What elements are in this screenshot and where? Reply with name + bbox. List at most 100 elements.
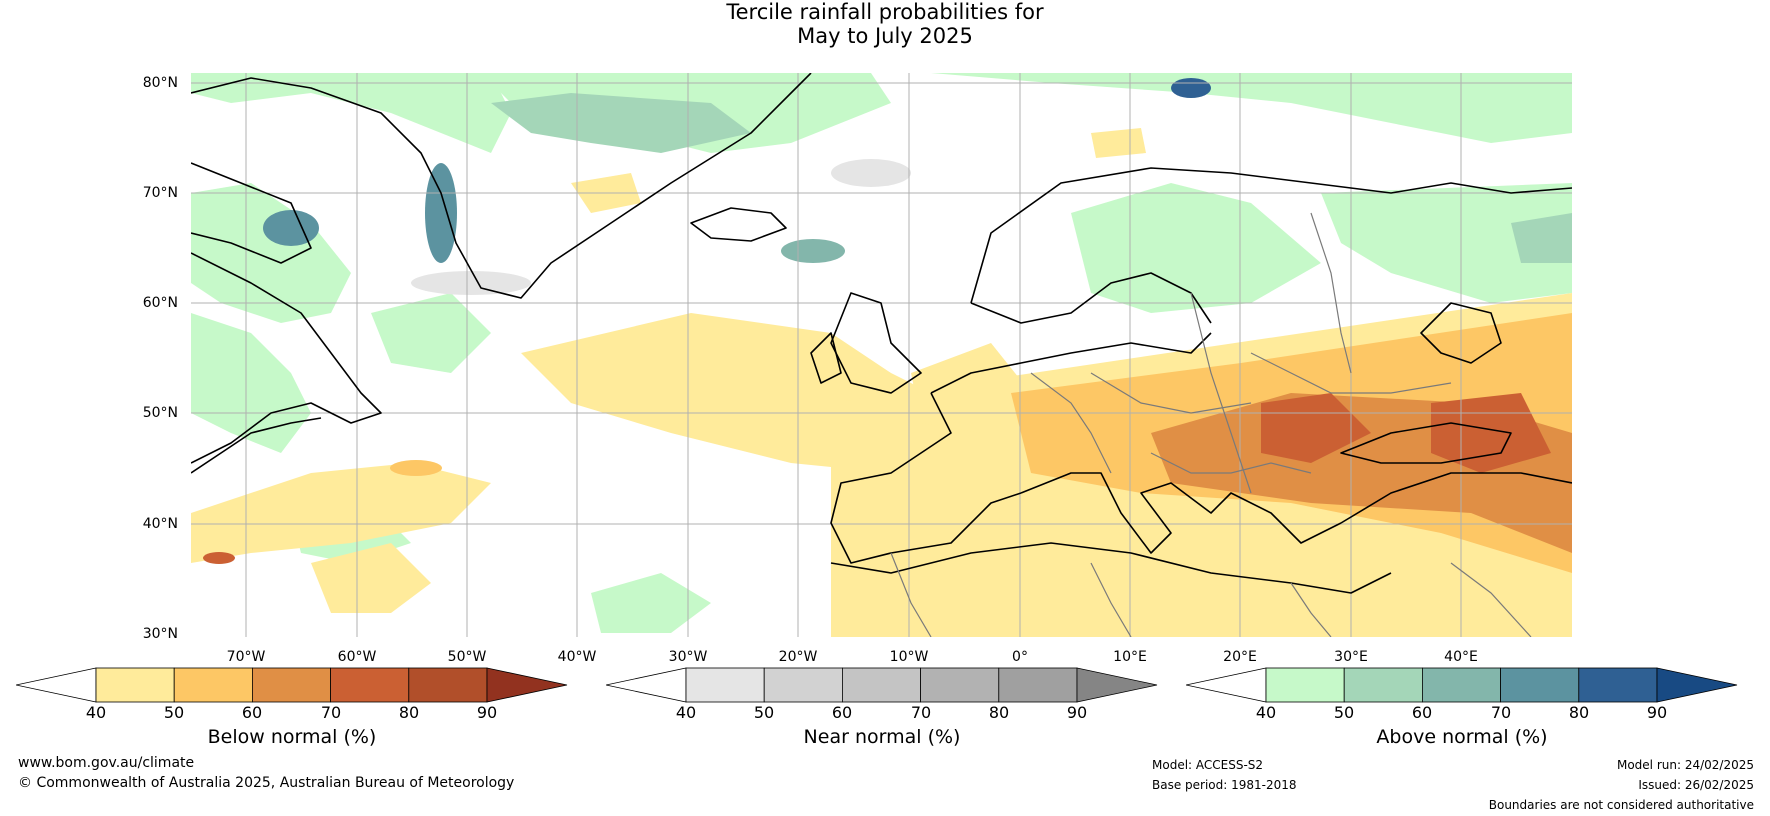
colorbar-near-title: Near normal (%): [803, 726, 961, 748]
tick-label: 70: [910, 703, 932, 722]
ireland-coast: [810, 332, 842, 384]
colorbar-below-title: Below normal (%): [207, 726, 377, 748]
lon-label-10e: 10°E: [1113, 649, 1147, 665]
model-text: Model: ACCESS-S2: [1152, 758, 1264, 772]
copyright-text: © Commonwealth of Australia 2025, Austra…: [18, 775, 515, 791]
above-area-80: [1171, 78, 1211, 98]
colorbar-segment: [1265, 667, 1345, 703]
below-area: [191, 463, 491, 563]
colorbar-under-arrow: [606, 667, 687, 703]
above-area: [1321, 183, 1572, 303]
lat-label-30: 30°N: [142, 626, 178, 642]
lon-label-50w: 50°W: [447, 649, 487, 665]
tick-label: 60: [831, 703, 853, 722]
colorbar-under-arrow: [16, 667, 97, 703]
above-area-50: [491, 93, 751, 153]
above-area: [931, 73, 1572, 143]
colorbar-segment: [920, 667, 1000, 703]
colorbar-over-arrow: [1076, 667, 1158, 703]
above-area: [191, 73, 511, 153]
lon-label-40w: 40°W: [557, 649, 597, 665]
tick-label: 50: [163, 703, 185, 722]
tick-label: 50: [753, 703, 775, 722]
lon-label-10w: 10°W: [889, 649, 929, 665]
below-normal-areas: [191, 128, 1572, 637]
tick-label: 90: [1066, 703, 1088, 722]
coastlines: [190, 72, 1573, 594]
lat-label-40: 40°N: [142, 516, 178, 532]
black-sea-turkey-coast: [1340, 472, 1573, 524]
boundary-line: [890, 552, 932, 638]
country-boundaries: [890, 212, 1532, 638]
above-area-50: [1511, 213, 1572, 263]
boundary-line: [1450, 562, 1532, 638]
colorbar-segment: [841, 667, 921, 703]
labrador-coast: [190, 252, 382, 464]
colorbar-under-arrow: [1186, 667, 1267, 703]
tick-label: 70: [1490, 703, 1512, 722]
colorbar-segment: [251, 667, 331, 703]
boundary-line: [1090, 562, 1132, 638]
colorbar-segment: [1421, 667, 1501, 703]
website-link[interactable]: www.bom.gov.au/climate: [18, 755, 195, 771]
colorbar-near-normal: [606, 667, 1158, 703]
tick-label: 70: [320, 703, 342, 722]
map-panel: [190, 72, 1573, 638]
tick-label: 80: [398, 703, 420, 722]
tick-label: 40: [85, 703, 107, 722]
baffin-island-coast: [190, 162, 312, 264]
tick-label: 40: [1255, 703, 1277, 722]
above-area-60: [781, 239, 845, 263]
british-isles-coast: [830, 292, 922, 394]
above-area: [591, 573, 711, 633]
colorbar-over-arrow: [486, 667, 568, 703]
boundary-line: [1290, 582, 1332, 638]
near-area: [411, 271, 531, 295]
above-area: [1071, 183, 1321, 313]
canada-east-coast: [190, 417, 322, 474]
below-area-70: [203, 552, 235, 564]
colorbar-segment: [998, 667, 1078, 703]
lon-label-60w: 60°W: [337, 649, 377, 665]
graticule: [191, 73, 1572, 637]
tick-label: 90: [476, 703, 498, 722]
above-area: [191, 183, 351, 323]
boundary-line: [1150, 452, 1312, 474]
colorbar-above-normal: [1186, 667, 1738, 703]
below-area: [1091, 128, 1146, 158]
scandinavia-north-coast: [970, 167, 1573, 304]
tick-label: 40: [675, 703, 697, 722]
lon-label-70w: 70°W: [226, 649, 266, 665]
colorbar-segment: [95, 667, 175, 703]
colorbar-segment: [763, 667, 843, 703]
colorbar-segment: [1343, 667, 1423, 703]
tick-label: 80: [1568, 703, 1590, 722]
tick-label: 80: [988, 703, 1010, 722]
boundary-line: [1250, 352, 1452, 394]
lon-label-0: 0°: [1012, 649, 1028, 665]
lon-label-40e: 40°E: [1444, 649, 1478, 665]
tick-label: 50: [1333, 703, 1355, 722]
above-normal-areas: [191, 73, 1572, 633]
colorbar-over-arrow: [1656, 667, 1738, 703]
boundary-line: [1030, 372, 1112, 474]
greenland-coast: [190, 72, 812, 299]
lon-label-20e: 20°E: [1223, 649, 1257, 665]
colorbar-above-title: Above normal (%): [1376, 726, 1548, 748]
lon-label-20w: 20°W: [778, 649, 818, 665]
colorbar-segment: [408, 667, 488, 703]
colorbar-segment: [330, 667, 410, 703]
iberia-coast: [830, 392, 1022, 564]
lat-label-60: 60°N: [142, 295, 178, 311]
below-area: [311, 543, 431, 613]
colorbar-segment: [173, 667, 253, 703]
base-period-text: Base period: 1981-2018: [1152, 778, 1297, 792]
colorbar-segment: [1578, 667, 1658, 703]
title-line-1: Tercile rainfall probabilities for: [726, 0, 1044, 24]
below-area-70: [1261, 393, 1371, 463]
north-europe-coast: [930, 332, 1212, 394]
chart-title: Tercile rainfall probabilities for May t…: [0, 0, 1770, 48]
model-run-text: Model run: 24/02/2025: [1616, 758, 1754, 772]
lat-label-80: 80°N: [142, 75, 178, 91]
colorbar-segment: [1500, 667, 1580, 703]
